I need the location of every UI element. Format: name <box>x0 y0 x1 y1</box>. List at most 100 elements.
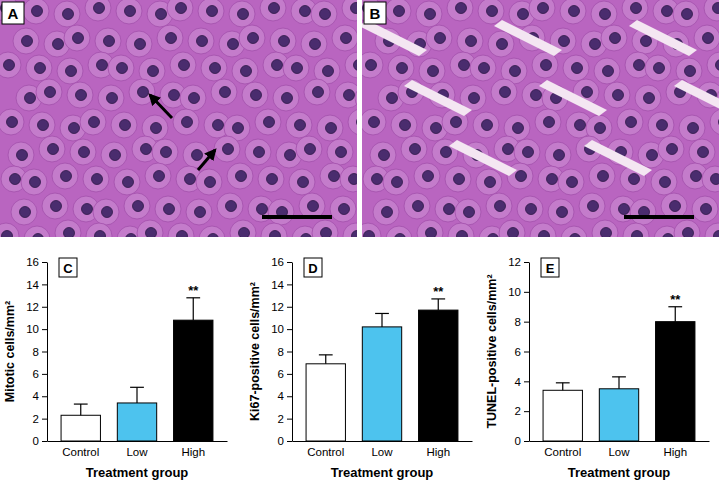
y-tick: 6 <box>515 346 529 358</box>
bar-chart: 0246810121416ControlLowHigh**DKi67-posit… <box>248 256 473 480</box>
x-axis-line <box>293 441 473 442</box>
nucleus <box>575 120 586 131</box>
nucleus <box>300 6 311 17</box>
cell <box>330 196 356 222</box>
cell <box>702 166 719 192</box>
panel-label: C <box>63 261 73 276</box>
cell <box>416 1 442 27</box>
cell <box>630 199 656 225</box>
nucleus <box>431 123 442 134</box>
y-tick: 2 <box>515 405 529 417</box>
nucleus <box>205 177 216 188</box>
y-tick-mark <box>524 381 529 382</box>
nucleus <box>714 231 719 238</box>
y-tick-label: 12 <box>271 301 284 313</box>
error-bar <box>375 313 389 326</box>
x-tick-label: High <box>181 446 205 458</box>
error-line <box>193 298 194 320</box>
panel-label-box <box>304 258 322 277</box>
nucleus <box>713 3 719 14</box>
nucleus <box>241 66 252 77</box>
nucleus <box>179 60 190 71</box>
cell <box>710 109 719 135</box>
nucleus <box>177 231 188 238</box>
cell <box>214 136 240 162</box>
cell <box>419 58 445 84</box>
nucleus <box>341 33 352 44</box>
cell <box>385 0 411 24</box>
y-tick-mark <box>42 396 47 397</box>
cell <box>230 220 256 237</box>
nucleus <box>538 3 549 14</box>
y-tick-label: 4 <box>33 390 40 402</box>
nucleus <box>523 147 534 158</box>
scale-bar <box>624 215 694 219</box>
x-axis-title: Treatment group <box>86 465 189 480</box>
cell <box>23 0 49 24</box>
cell <box>145 163 171 189</box>
nucleus <box>354 60 358 71</box>
tissue-background <box>0 0 357 237</box>
y-tick: 6 <box>278 368 292 380</box>
cell <box>447 0 473 21</box>
y-tick-mark <box>42 307 47 308</box>
nucleus <box>531 90 542 101</box>
nucleus <box>51 201 62 212</box>
cell <box>24 226 50 237</box>
cell <box>21 169 47 195</box>
y-tick-mark <box>524 352 529 353</box>
nucleus <box>426 228 437 238</box>
y-tick-mark <box>42 262 47 263</box>
x-axis-title: Treatment group <box>568 465 671 480</box>
x-tick: High <box>181 441 205 458</box>
nucleus <box>22 36 33 47</box>
cell <box>362 52 383 78</box>
plot-area <box>61 298 213 441</box>
cell <box>42 193 68 219</box>
y-tick-mark <box>287 284 292 285</box>
panel-label: A <box>8 5 19 22</box>
nucleus <box>38 120 49 131</box>
error-line <box>136 387 137 403</box>
cell <box>561 226 587 237</box>
nucleus <box>323 66 334 77</box>
y-axis-line <box>529 263 530 442</box>
bar <box>656 322 695 441</box>
nucleus <box>251 90 262 101</box>
cell <box>591 1 617 27</box>
cell <box>517 196 543 222</box>
nucleus <box>479 63 490 74</box>
nucleus <box>510 66 521 77</box>
y-axis: 024681012 <box>508 256 529 447</box>
y-tick-mark <box>42 329 47 330</box>
cell <box>261 223 287 237</box>
nucleus <box>610 33 621 44</box>
y-tick-label: 0 <box>278 435 284 447</box>
cell <box>258 166 284 192</box>
cell <box>604 82 630 108</box>
cell <box>558 169 584 195</box>
cell <box>342 0 357 21</box>
nucleus <box>33 234 44 238</box>
cell <box>39 136 65 162</box>
nucleus <box>133 201 144 212</box>
error-cap <box>375 313 389 314</box>
nucleus <box>441 147 452 158</box>
cell <box>173 109 199 135</box>
cell <box>108 55 134 81</box>
cell <box>217 193 243 219</box>
nucleus <box>239 228 250 238</box>
nucleus <box>352 231 358 238</box>
cell <box>126 31 152 57</box>
nucleus <box>141 144 152 155</box>
nucleus <box>20 207 31 218</box>
y-tick-label: 12 <box>508 256 521 268</box>
x-axis: ControlLowHigh <box>530 441 710 458</box>
nucleus <box>207 6 218 17</box>
cell <box>188 28 214 54</box>
cell <box>692 196 718 222</box>
panel-label-box <box>59 258 77 277</box>
sinusoid <box>494 20 562 56</box>
cell <box>170 52 196 78</box>
cell <box>589 163 615 189</box>
